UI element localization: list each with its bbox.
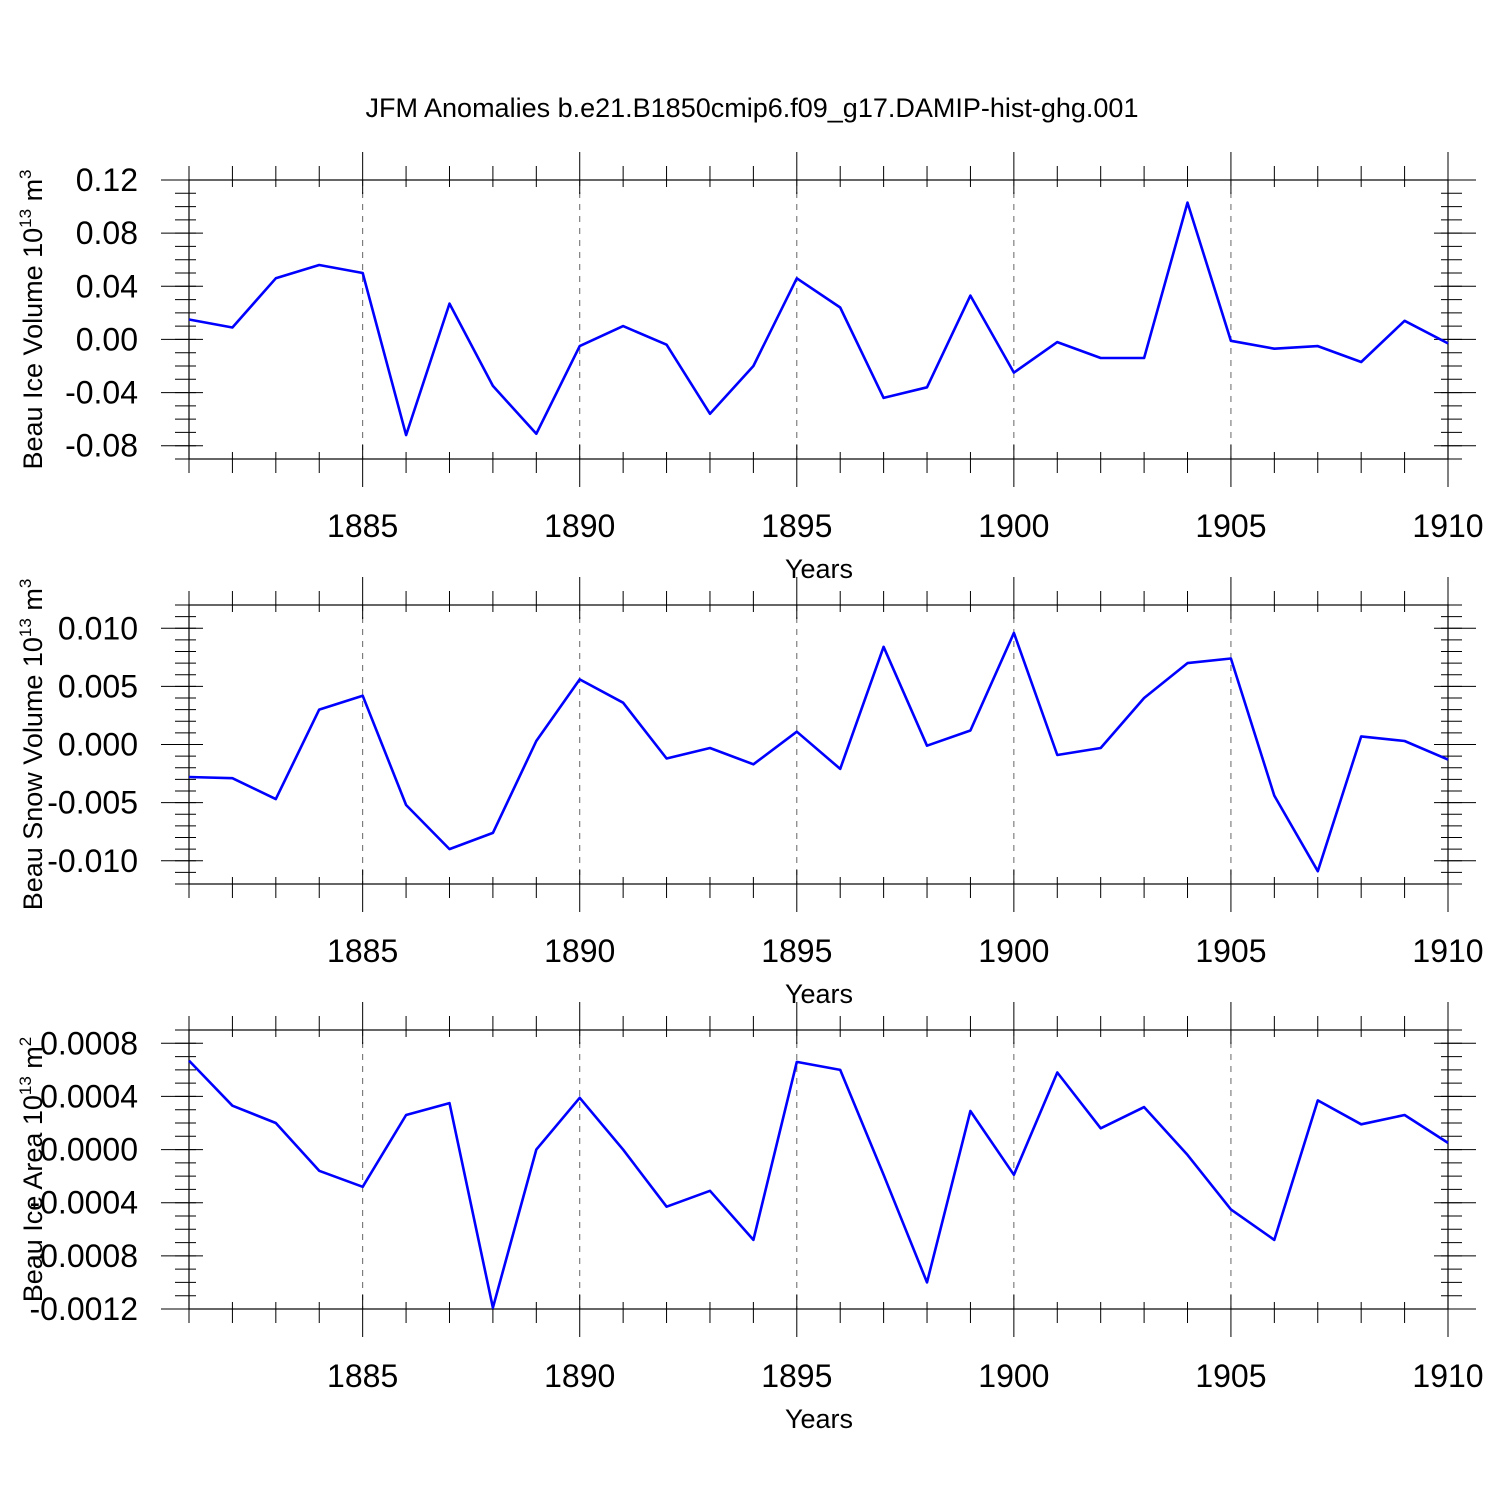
- x-tick-label: 1910: [1412, 508, 1483, 544]
- y-axis-label-unit: m: [18, 588, 48, 618]
- x-tick-label: 1885: [327, 1358, 398, 1394]
- y-tick-label: 0.12: [76, 162, 138, 198]
- panel-3: -0.0012 -0.0008 -0.0004 0.0000 0.0004 0.0008 1…: [16, 1002, 1484, 1434]
- y-axis-label-text: Beau Ice Volume 10: [18, 228, 48, 470]
- y-axis-label-exponent: 13: [16, 1076, 35, 1095]
- y-tick-label: 0.005: [58, 668, 138, 704]
- x-tick-label: 1895: [761, 933, 832, 969]
- panel-1: -0.08 -0.04 0.00 0.04 0.08 0.12 1885 1890 1895 19…: [16, 152, 1484, 584]
- x-axis-label: Years: [785, 1404, 853, 1434]
- y-axis-label: Beau Snow Volume 1013 m3: [16, 579, 48, 911]
- figure-title: JFM Anomalies b.e21.B1850cmip6.f09_g17.D…: [366, 93, 1139, 123]
- x-axis-label: Years: [785, 979, 853, 1009]
- x-tick-label: 1885: [327, 508, 398, 544]
- y-axis-label-exponent: 13: [16, 618, 35, 637]
- plot-frame: [188, 179, 1449, 460]
- y-tick-label: -0.010: [47, 843, 138, 879]
- y-tick-label: 0.04: [76, 268, 138, 304]
- y-axis-label-exponent: 13: [16, 209, 35, 228]
- y-axis-label-unit-exponent: 2: [16, 1037, 35, 1046]
- y-tick-label: 0.0008: [40, 1025, 138, 1061]
- y-tick-label: 0.0000: [40, 1132, 138, 1168]
- y-axis-label: Beau Ice Area 1013 m2: [16, 1037, 48, 1303]
- x-tick-label: 1905: [1195, 933, 1266, 969]
- y-tick-label: 0.00: [76, 321, 138, 357]
- panel-2: -0.010 -0.005 0.000 0.005 0.010 1885 1890 1895 1…: [16, 577, 1484, 1009]
- x-tick-label: 1895: [761, 508, 832, 544]
- series-line: [188, 1059, 1449, 1309]
- x-tick-label: 1895: [761, 1358, 832, 1394]
- panels: -0.08 -0.04 0.00 0.04 0.08 0.12 1885 1890 1895 19…: [16, 152, 1484, 1434]
- y-tick-label: -0.08: [65, 428, 138, 464]
- y-axis-label-text: Beau Snow Volume 10: [18, 637, 48, 910]
- y-tick-label: 0.08: [76, 215, 138, 251]
- x-tick-label: 1890: [544, 933, 615, 969]
- x-tick-label: 1890: [544, 1358, 615, 1394]
- y-tick-label: 0.0004: [40, 1078, 138, 1114]
- y-axis-label: Beau Ice Volume 1013 m3: [16, 169, 48, 469]
- x-tick-label: 1905: [1195, 1358, 1266, 1394]
- series-line: [188, 201, 1449, 437]
- series-line: [188, 631, 1449, 873]
- y-axis-label-unit: m: [18, 179, 48, 209]
- y-tick-label: 0.010: [58, 610, 138, 646]
- x-tick-label: 1900: [978, 1358, 1049, 1394]
- y-axis-label-unit-exponent: 3: [16, 579, 35, 588]
- x-tick-label: 1910: [1412, 933, 1483, 969]
- y-axis-label-unit: m: [18, 1046, 48, 1076]
- y-axis-label-text: Beau Ice Area 10: [18, 1095, 48, 1302]
- y-tick-label: -0.005: [47, 785, 138, 821]
- y-tick-label: 0.000: [58, 727, 138, 763]
- x-tick-label: 1885: [327, 933, 398, 969]
- y-tick-label: -0.0012: [29, 1291, 138, 1327]
- x-tick-label: 1905: [1195, 508, 1266, 544]
- x-tick-label: 1900: [978, 933, 1049, 969]
- x-tick-label: 1910: [1412, 1358, 1483, 1394]
- y-tick-label: -0.04: [65, 375, 138, 411]
- x-axis-label: Years: [785, 554, 853, 584]
- plot-frame: [188, 1029, 1449, 1310]
- y-axis-label-unit-exponent: 3: [16, 169, 35, 178]
- y-tick-label: -0.0004: [29, 1185, 138, 1221]
- y-tick-label: -0.0008: [29, 1238, 138, 1274]
- x-tick-label: 1890: [544, 508, 615, 544]
- x-tick-label: 1900: [978, 508, 1049, 544]
